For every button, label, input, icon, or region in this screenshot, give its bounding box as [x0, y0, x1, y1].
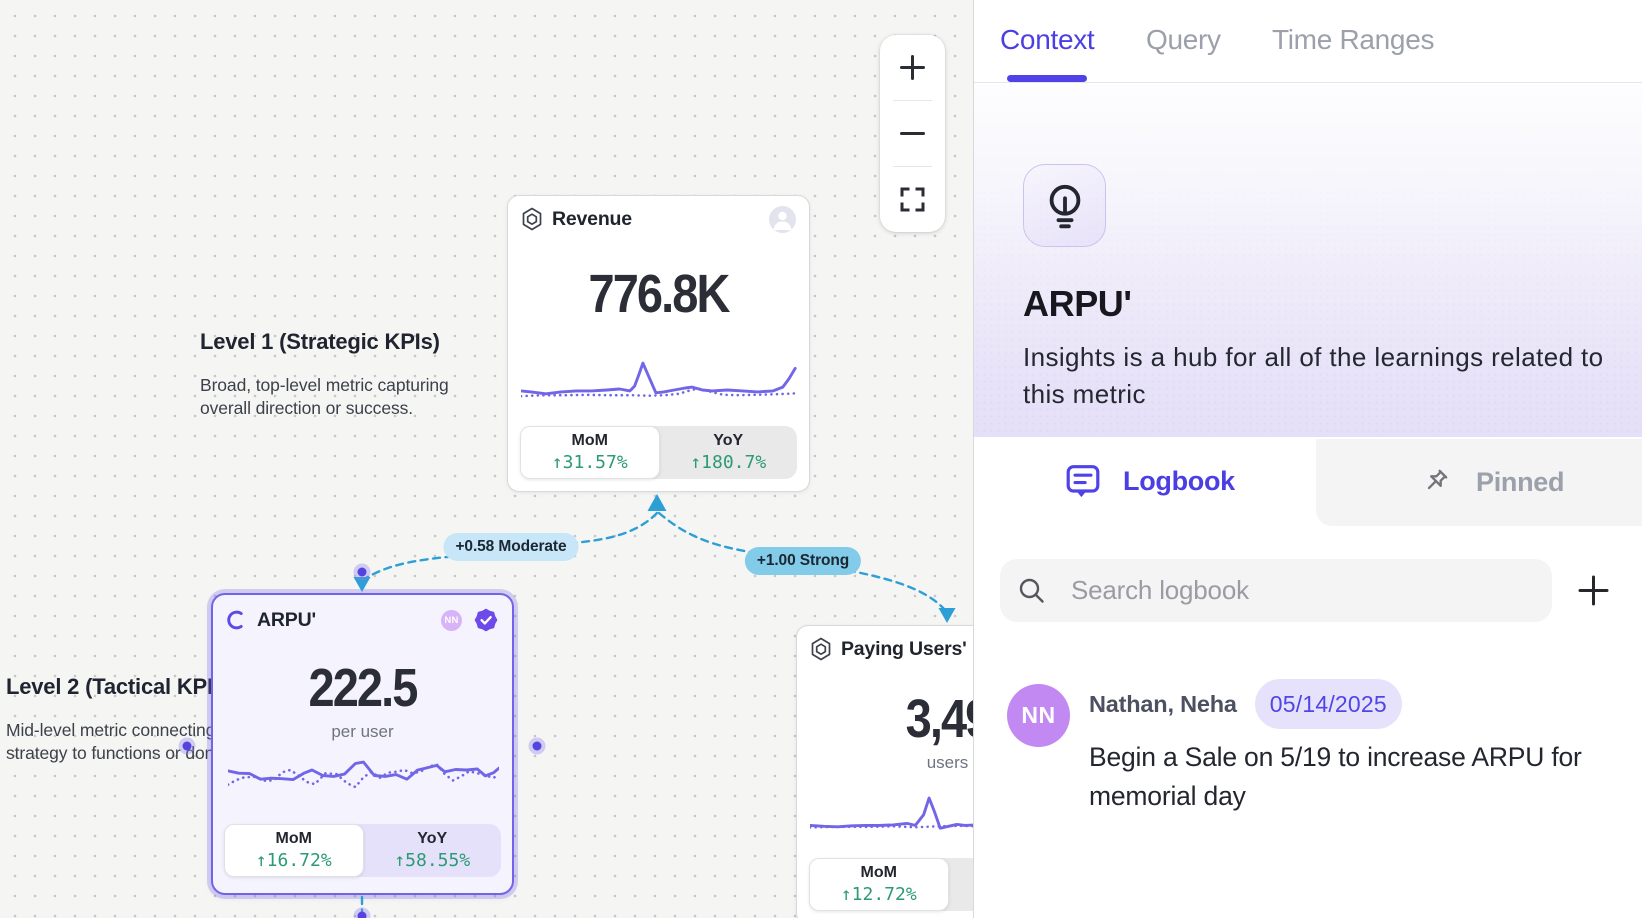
arpu-footer: MoM ↑16.72% YoY ↑58.55%	[224, 824, 501, 877]
paying-users-mom-value: ↑12.72%	[840, 884, 917, 905]
arpu-yoy-cell[interactable]: YoY ↑58.55%	[364, 824, 502, 877]
arpu-mom-label: MoM	[275, 830, 312, 847]
revenue-yoy-label: YoY	[713, 432, 744, 449]
pin-icon	[1427, 469, 1448, 490]
hexagon-icon	[811, 637, 831, 661]
level-1-description: Broad, top-level metric capturing overal…	[200, 375, 449, 418]
edge-correlation-label-moderate[interactable]: +0.58 Moderate	[443, 533, 579, 561]
arpu-handle-right[interactable]	[532, 741, 542, 751]
revenue-card-title: Revenue	[552, 207, 632, 230]
revenue-value: 776.8K	[588, 264, 730, 324]
tab-query[interactable]: Query	[1146, 24, 1221, 55]
revenue-mom-value: ↑31.57%	[551, 452, 628, 473]
fullscreen-icon	[900, 187, 925, 212]
plus-icon	[1578, 575, 1608, 605]
arrowhead-down-paying-users	[938, 608, 956, 623]
metric-tree-canvas[interactable]: Level 1 (Strategic KPIs) Broad, top-leve…	[0, 0, 973, 918]
arrowhead-down-arpu	[353, 577, 371, 592]
arpu-sparkline	[228, 760, 499, 789]
arpu-card-title: ARPU'	[257, 608, 316, 631]
revenue-sparkline	[521, 361, 798, 398]
logbook-icon	[1066, 465, 1100, 497]
zoom-out-button[interactable]	[880, 101, 945, 166]
metric-card-paying-users[interactable]: Paying Users' 3,49 users MoM ↑12.72% YoY	[796, 625, 973, 918]
metric-hero-section: ARPU' Insights is a hub for all of the l…	[974, 84, 1642, 437]
revenue-footer: MoM ↑31.57% YoY ↑180.7%	[520, 426, 797, 479]
paying-users-sparkline	[810, 796, 973, 830]
tab-pinned[interactable]: Pinned	[1316, 439, 1642, 526]
arpu-value: 222.5	[308, 658, 418, 718]
level-2-label: Level 2 (Tactical KPIs) Mid-level metric…	[6, 674, 426, 765]
context-panel: Context Query Time Ranges ARPU' Insights…	[973, 0, 1642, 918]
paying-users-unit: users	[926, 753, 969, 772]
arpu-mom-value: ↑16.72%	[255, 850, 332, 871]
canvas-zoom-toolbar	[880, 35, 945, 232]
search-icon	[1019, 578, 1044, 603]
arpu-yoy-label: YoY	[417, 830, 448, 847]
arpu-handle-left[interactable]	[182, 741, 192, 751]
entry-date-badge: 05/14/2025	[1254, 679, 1402, 729]
logbook-search-input[interactable]: Search logbook	[1000, 559, 1552, 622]
paying-users-card-header: Paying Users'	[797, 626, 973, 672]
arpu-card-header: ARPU' NN	[213, 597, 512, 643]
tab-context[interactable]: Context	[1000, 24, 1095, 55]
add-log-entry-button[interactable]	[1570, 567, 1616, 613]
tab-pinned-label: Pinned	[1476, 467, 1565, 497]
edge-correlation-label-strong[interactable]: +1.00 Strong	[744, 547, 862, 575]
plus-icon	[900, 55, 925, 80]
active-tab-underline	[1007, 75, 1087, 82]
paying-users-mom-cell[interactable]: MoM ↑12.72%	[809, 858, 949, 911]
toolbar-divider	[893, 166, 932, 167]
toolbar-divider	[893, 100, 932, 101]
metric-title: ARPU'	[1023, 283, 1132, 324]
arpu-handle-bottom[interactable]	[357, 911, 367, 918]
verified-badge-icon[interactable]	[473, 607, 499, 633]
tab-logbook-label: Logbook	[1123, 466, 1235, 496]
hexagon-icon	[522, 207, 542, 231]
fit-view-button[interactable]	[880, 167, 945, 232]
revenue-mom-cell[interactable]: MoM ↑31.57%	[520, 426, 660, 479]
crescent-icon	[227, 610, 243, 630]
level-1-label: Level 1 (Strategic KPIs) Broad, top-leve…	[200, 329, 460, 420]
metric-card-arpu[interactable]: ARPU' NN 222.5 per user MoM ↑16.72% YoY …	[211, 593, 514, 895]
logbook-search-row: Search logbook	[974, 559, 1642, 622]
revenue-yoy-cell[interactable]: YoY ↑180.7%	[660, 426, 798, 479]
search-placeholder: Search logbook	[1071, 575, 1249, 605]
arrowhead-up-revenue	[647, 494, 667, 511]
insights-icon-container	[1023, 164, 1106, 247]
zoom-in-button[interactable]	[880, 35, 945, 100]
arpu-unit: per user	[331, 722, 394, 741]
revenue-mom-label: MoM	[571, 432, 608, 449]
entry-header: Nathan, Neha 05/14/2025	[1089, 679, 1402, 729]
minus-icon	[900, 132, 925, 135]
arpu-handle-top[interactable]	[357, 567, 367, 577]
level-2-description: Mid-level metric connecting strategy to …	[6, 720, 256, 763]
paying-users-value: 3,49	[905, 689, 973, 749]
entry-author: Nathan, Neha	[1089, 690, 1237, 717]
paying-users-card-title: Paying Users'	[841, 637, 967, 660]
level-1-title: Level 1 (Strategic KPIs)	[200, 329, 440, 354]
revenue-card-header: Revenue	[508, 196, 809, 242]
paying-users-footer: MoM ↑12.72% YoY	[809, 858, 973, 911]
entry-body: Begin a Sale on 5/19 to increase ARPU fo…	[1089, 742, 1582, 811]
metric-card-revenue[interactable]: Revenue 776.8K MoM ↑31.57% YoY	[507, 195, 810, 492]
logbook-tab-bar: Pinned Logbook	[974, 437, 1642, 526]
lightbulb-icon	[1049, 184, 1080, 228]
tab-time-ranges[interactable]: Time Ranges	[1272, 24, 1435, 55]
arpu-owner-avatar[interactable]: NN	[441, 609, 462, 631]
panel-tab-bar: Context Query Time Ranges	[974, 0, 1642, 83]
metric-description: Insights is a hub for all of the learnin…	[1023, 342, 1604, 409]
revenue-yoy-value: ↑180.7%	[690, 452, 767, 473]
paying-users-mom-label: MoM	[860, 864, 897, 881]
arpu-mom-cell[interactable]: MoM ↑16.72%	[224, 824, 364, 877]
revenue-owner-avatar[interactable]	[769, 205, 796, 233]
arpu-yoy-value: ↑58.55%	[394, 850, 471, 871]
entry-avatar: NN	[1007, 684, 1070, 747]
level-2-title: Level 2 (Tactical KPIs)	[6, 674, 233, 699]
tab-logbook[interactable]: Logbook	[974, 437, 1316, 526]
person-icon	[773, 211, 792, 230]
paying-users-yoy-cell[interactable]: YoY	[949, 858, 974, 911]
